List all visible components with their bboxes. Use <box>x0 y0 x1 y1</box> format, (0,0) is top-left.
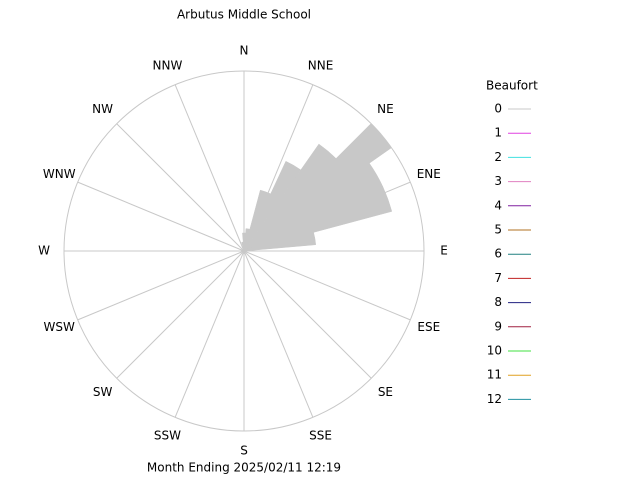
direction-spoke <box>243 250 411 321</box>
direction-label: NNW <box>153 59 183 73</box>
direction-spoke <box>77 250 245 321</box>
legend-label: 7 <box>494 271 502 285</box>
legend-label: 1 <box>494 126 502 140</box>
direction-label: NE <box>377 102 394 116</box>
direction-label: NNE <box>308 59 334 73</box>
legend-label: 3 <box>494 174 502 188</box>
legend-label: 6 <box>494 247 502 261</box>
direction-label: SSW <box>154 428 181 442</box>
direction-label: ESE <box>417 320 440 334</box>
direction-label: W <box>38 244 50 258</box>
wind-wedge <box>243 186 393 252</box>
legend-label: 12 <box>487 392 502 406</box>
direction-label: SSE <box>309 428 332 442</box>
legend-label: 11 <box>487 368 502 382</box>
direction-spoke <box>77 181 245 252</box>
legend-title: Beaufort <box>486 79 538 93</box>
legend-label: 0 <box>494 102 502 116</box>
direction-label: WNW <box>43 167 76 181</box>
legend-label: 9 <box>494 319 502 333</box>
wind-wedge <box>241 241 245 252</box>
legend-label: 4 <box>494 198 502 212</box>
direction-label: ENE <box>417 167 441 181</box>
direction-label: SW <box>93 385 113 399</box>
wind-wedge <box>243 232 316 252</box>
direction-spoke <box>174 84 245 252</box>
direction-spoke <box>116 250 245 379</box>
direction-spoke <box>243 250 372 379</box>
direction-label: S <box>240 444 248 458</box>
chart-title: Arbutus Middle School <box>177 8 311 22</box>
direction-spoke <box>243 250 314 418</box>
legend-label: 5 <box>494 223 502 237</box>
direction-label: NW <box>92 102 113 116</box>
legend-label: 2 <box>494 150 502 164</box>
legend-label: 10 <box>487 344 502 358</box>
direction-label: SE <box>378 385 393 399</box>
chart-footer: Month Ending 2025/02/11 12:19 <box>147 461 341 475</box>
direction-label: E <box>440 244 448 258</box>
direction-spoke <box>174 250 245 418</box>
legend-label: 8 <box>494 295 502 309</box>
direction-label: WSW <box>44 320 75 334</box>
direction-label: N <box>240 44 249 58</box>
wind-wedge <box>243 123 392 252</box>
direction-spoke <box>116 123 245 252</box>
